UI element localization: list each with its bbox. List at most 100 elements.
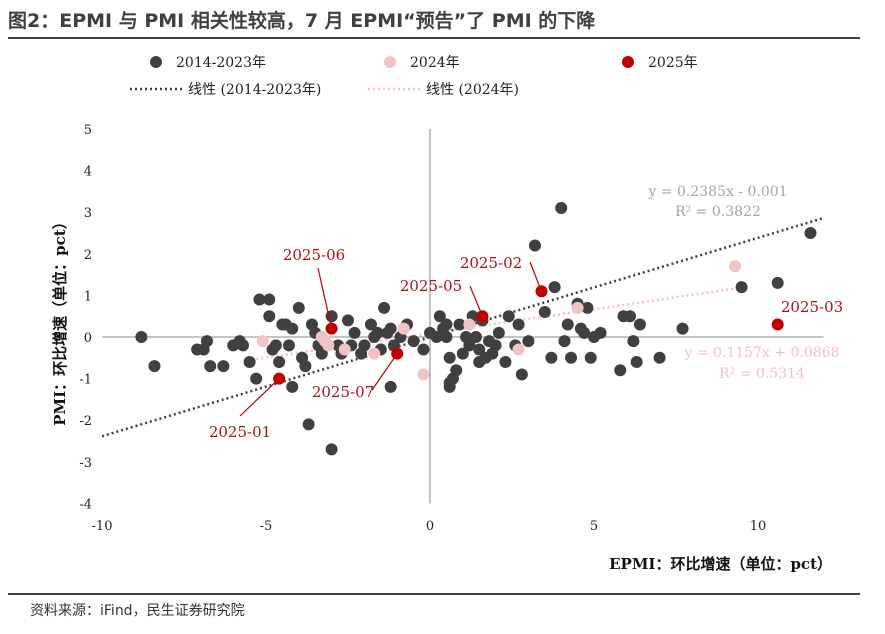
data-point (594, 326, 607, 339)
data-point (286, 322, 299, 335)
data-point (653, 351, 666, 364)
trend-r2-2014-2023: R² = 0.3822 (675, 204, 761, 220)
data-point (322, 339, 335, 352)
y-tick-label: 3 (84, 206, 92, 221)
data-point (729, 260, 742, 273)
data-point (282, 339, 295, 352)
annotation-label: 2025-06 (283, 246, 345, 264)
y-tick-label: -3 (79, 456, 92, 471)
data-point (217, 360, 230, 373)
y-tick-label: 2 (84, 248, 92, 263)
data-point (263, 293, 276, 306)
data-point (581, 301, 594, 314)
data-point (338, 343, 351, 356)
x-axis-label: EPMI：环比增速（单位：pct） (609, 555, 832, 573)
data-point (630, 355, 643, 368)
data-point (499, 355, 512, 368)
y-tick-label: 1 (84, 289, 92, 304)
data-point (528, 239, 541, 252)
data-point (456, 347, 469, 360)
x-tick-label: 0 (426, 519, 434, 534)
data-point (417, 343, 430, 356)
annotation-label: 2025-05 (400, 277, 462, 295)
annotation-leader (529, 261, 543, 292)
data-point (545, 351, 558, 364)
data-point (378, 301, 391, 314)
legend-label-2014-2023: 2014-2023年 (176, 55, 266, 71)
data-point (676, 322, 689, 335)
data-point (315, 347, 328, 360)
data-point (397, 322, 410, 335)
data-point (135, 331, 148, 343)
data-point (237, 339, 250, 352)
data-point (558, 335, 571, 348)
data-point (735, 281, 748, 294)
data-point (633, 318, 646, 331)
data-point (263, 310, 276, 323)
data-point (430, 331, 443, 343)
data-point (148, 360, 161, 373)
data-point (463, 339, 476, 352)
data-point (584, 351, 597, 364)
data-point (473, 343, 486, 356)
data-point (302, 418, 315, 431)
data-point (614, 364, 627, 377)
data-point (269, 339, 282, 352)
data-point (440, 318, 453, 331)
data-point (200, 335, 213, 348)
data-point (325, 443, 338, 456)
legend-label-trend-2024: 线性 (2024年) (426, 82, 519, 98)
y-tick-label: 5 (84, 123, 92, 138)
trend-r2-2024: R² = 0.5314 (719, 366, 805, 382)
annotation-leader (469, 285, 484, 317)
data-point (512, 343, 525, 356)
data-point (204, 360, 217, 373)
annotation-label: 2025-03 (781, 298, 843, 316)
source-rule (8, 593, 860, 595)
data-point (548, 281, 561, 294)
x-tick-label: -10 (92, 519, 113, 534)
data-point (286, 380, 299, 393)
legend-marker-2024 (384, 56, 396, 68)
data-point (515, 368, 528, 381)
data-point (417, 368, 430, 381)
data-point (804, 227, 817, 239)
y-tick-label: 0 (84, 331, 92, 346)
source-note: 资料来源：iFind，民生证券研究院 (30, 603, 245, 619)
data-point (371, 326, 384, 339)
data-point (433, 310, 446, 323)
data-point (624, 310, 637, 323)
data-point (463, 318, 476, 331)
figure-title: 图2：EPMI 与 PMI 相关性较高，7 月 EPMI“预告”了 PMI 的下… (8, 10, 596, 32)
y-tick-label: -1 (79, 373, 92, 388)
legend-marker-2025 (622, 56, 634, 68)
legend-label-trend-2014-2023: 线性 (2014-2023年) (188, 82, 321, 98)
data-point (627, 335, 640, 348)
data-point (292, 301, 305, 314)
legend-marker-2014-2023 (150, 56, 162, 68)
data-point (522, 335, 535, 348)
annotation-leader (317, 267, 333, 329)
data-point (342, 314, 354, 327)
annotation-label: 2025-07 (312, 383, 374, 401)
y-tick-label: -2 (79, 414, 92, 429)
data-point (450, 364, 463, 377)
y-tick-label: 4 (84, 165, 92, 180)
annotation-leader (239, 378, 280, 417)
data-point (364, 318, 377, 331)
data-point (384, 322, 397, 335)
y-tick-label: -4 (79, 497, 92, 512)
data-point (250, 372, 263, 385)
legend: 2014-2023年 2024年 2025年 线性 (2014-2023年) 线… (130, 55, 698, 98)
data-point (440, 331, 453, 343)
data-point (555, 202, 568, 215)
data-point (512, 318, 525, 331)
data-point (358, 339, 371, 352)
legend-label-2024: 2024年 (410, 55, 460, 71)
annotation-leader (371, 353, 398, 391)
data-point (368, 347, 381, 360)
data-point (469, 331, 482, 343)
data-point (453, 318, 466, 331)
x-tick-label: 10 (750, 519, 767, 534)
